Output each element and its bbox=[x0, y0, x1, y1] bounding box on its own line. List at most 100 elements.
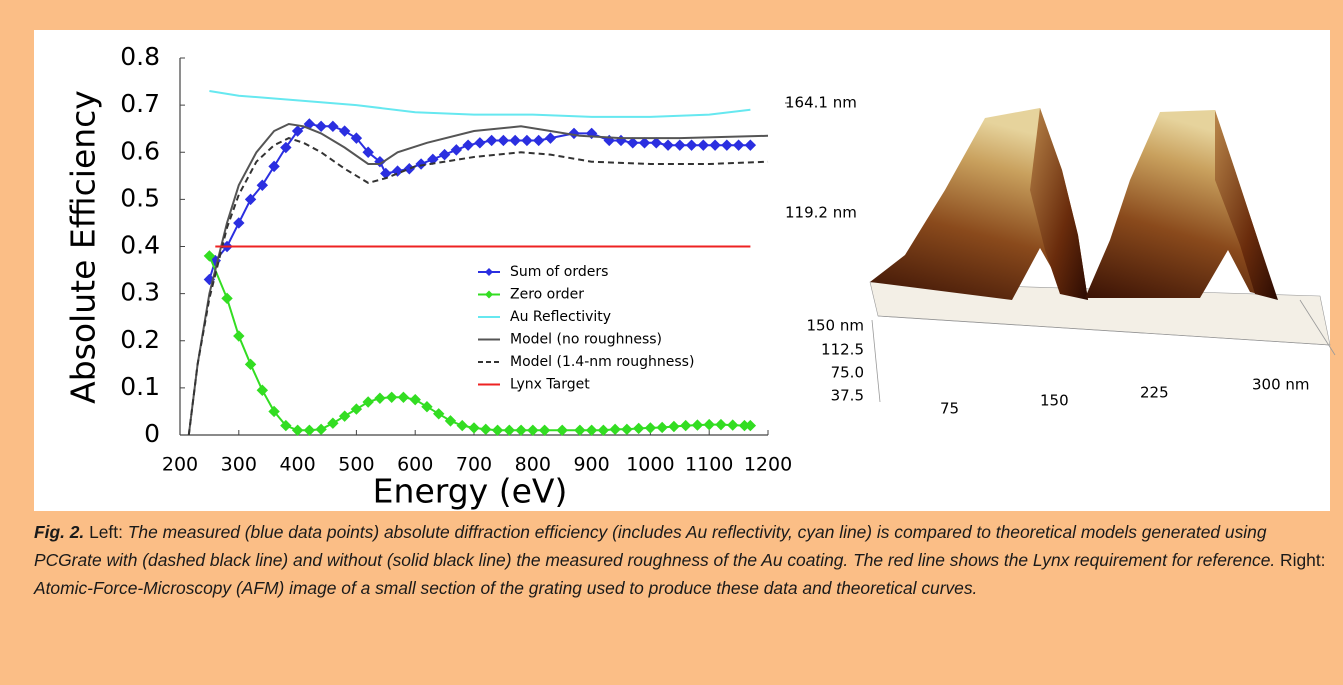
data-point bbox=[462, 139, 474, 151]
data-point bbox=[538, 424, 551, 436]
data-point bbox=[456, 419, 468, 432]
data-point bbox=[644, 422, 657, 434]
legend-marker bbox=[485, 268, 493, 276]
legend-marker bbox=[485, 290, 493, 299]
afm-x-label: 75 bbox=[940, 400, 959, 418]
afm-x-label: 300 nm bbox=[1252, 376, 1310, 394]
legend-label: Sum of orders bbox=[510, 264, 608, 280]
caption: Fig. 2. Left: The measured (blue data po… bbox=[34, 518, 1334, 602]
data-point bbox=[656, 421, 668, 434]
legend-label: Zero order bbox=[510, 287, 584, 303]
series-line bbox=[187, 137, 769, 436]
caption-right-text: Atomic-Force-Microscopy (AFM) image of a… bbox=[34, 578, 978, 598]
afm-image bbox=[869, 108, 1336, 403]
y-axis-title: Absolute Efficiency bbox=[64, 90, 103, 404]
data-point bbox=[221, 292, 233, 305]
data-point bbox=[338, 125, 351, 137]
data-point bbox=[380, 167, 392, 180]
afm-x-label: 225 bbox=[1140, 384, 1169, 402]
data-point bbox=[244, 358, 257, 371]
afm-y-label: 75.0 bbox=[831, 364, 864, 382]
data-point bbox=[233, 217, 245, 229]
series-line bbox=[209, 90, 751, 118]
data-point bbox=[433, 408, 445, 420]
data-point bbox=[350, 403, 363, 415]
data-point bbox=[438, 148, 451, 161]
data-point bbox=[509, 134, 521, 147]
data-point bbox=[233, 330, 245, 342]
data-point bbox=[732, 139, 745, 151]
afm-y-label: 37.5 bbox=[831, 387, 864, 405]
data-point bbox=[268, 405, 280, 418]
y-tick-label: 0.6 bbox=[120, 136, 160, 165]
afm-y-label: 150 nm bbox=[806, 317, 864, 335]
data-point bbox=[715, 418, 727, 431]
y-tick-label: 0.4 bbox=[120, 231, 160, 260]
data-point bbox=[256, 384, 269, 396]
data-point bbox=[444, 415, 457, 427]
data-point bbox=[350, 132, 363, 144]
data-point bbox=[703, 418, 715, 431]
data-point bbox=[585, 424, 598, 436]
data-point bbox=[515, 424, 527, 436]
data-point bbox=[544, 132, 557, 144]
data-point bbox=[527, 424, 539, 436]
figure: Absolute Efficiency Energy (eV) 0 0.1 0.2 0… bbox=[64, 42, 1336, 511]
data-point bbox=[674, 139, 686, 151]
caption-left-text: The measured (blue data points) absolute… bbox=[34, 522, 1276, 570]
x-tick-label: 400 bbox=[279, 454, 315, 476]
legend-label: Model (no roughness) bbox=[510, 332, 662, 348]
data-point bbox=[468, 422, 480, 434]
afm-y-label: 112.5 bbox=[821, 341, 864, 359]
series-line bbox=[187, 122, 769, 436]
data-point bbox=[744, 419, 757, 432]
data-point bbox=[280, 419, 292, 432]
legend-label: Model (1.4-nm roughness) bbox=[510, 354, 694, 370]
data-point bbox=[327, 120, 339, 133]
data-point bbox=[662, 139, 674, 151]
data-point bbox=[727, 419, 739, 431]
data-point bbox=[491, 424, 504, 436]
y-tick-label: 0.7 bbox=[120, 89, 160, 118]
x-tick-label: 200 bbox=[162, 454, 198, 476]
data-point bbox=[362, 396, 374, 408]
x-tick-label: 1200 bbox=[744, 454, 792, 476]
data-point bbox=[403, 163, 416, 175]
data-point bbox=[256, 179, 269, 191]
data-point bbox=[597, 424, 610, 436]
data-point bbox=[609, 423, 621, 436]
x-tick-label: 300 bbox=[221, 454, 257, 476]
y-tick-label: 0.5 bbox=[120, 183, 160, 212]
y-tick-label: 0 bbox=[144, 419, 160, 448]
y-tick-label: 0.2 bbox=[120, 325, 160, 354]
data-point bbox=[291, 125, 304, 137]
data-point bbox=[709, 139, 721, 151]
x-tick-label: 1000 bbox=[626, 454, 674, 476]
caption-left: Left: bbox=[89, 522, 123, 542]
data-point bbox=[721, 139, 733, 151]
data-point bbox=[497, 134, 510, 147]
data-point bbox=[532, 134, 545, 147]
data-point bbox=[627, 137, 639, 149]
data-point bbox=[397, 391, 410, 404]
data-point bbox=[744, 139, 757, 151]
data-point bbox=[203, 250, 216, 262]
data-point bbox=[638, 137, 651, 149]
x-tick-label: 600 bbox=[397, 454, 433, 476]
data-point bbox=[450, 144, 463, 156]
data-point bbox=[650, 137, 662, 149]
x-axis-title: Energy (eV) bbox=[373, 472, 568, 511]
afm-z-label: 119.2 nm bbox=[785, 204, 857, 222]
data-point bbox=[362, 146, 374, 158]
x-tick-label: 1100 bbox=[685, 454, 733, 476]
data-point bbox=[632, 422, 645, 435]
data-point bbox=[244, 193, 257, 206]
data-point bbox=[697, 139, 710, 151]
data-point bbox=[303, 424, 316, 436]
data-point bbox=[338, 410, 351, 422]
y-tick-label: 0.1 bbox=[120, 372, 160, 401]
data-point bbox=[315, 120, 327, 133]
data-point bbox=[385, 391, 398, 404]
data-point bbox=[574, 424, 586, 436]
data-point bbox=[291, 424, 304, 436]
